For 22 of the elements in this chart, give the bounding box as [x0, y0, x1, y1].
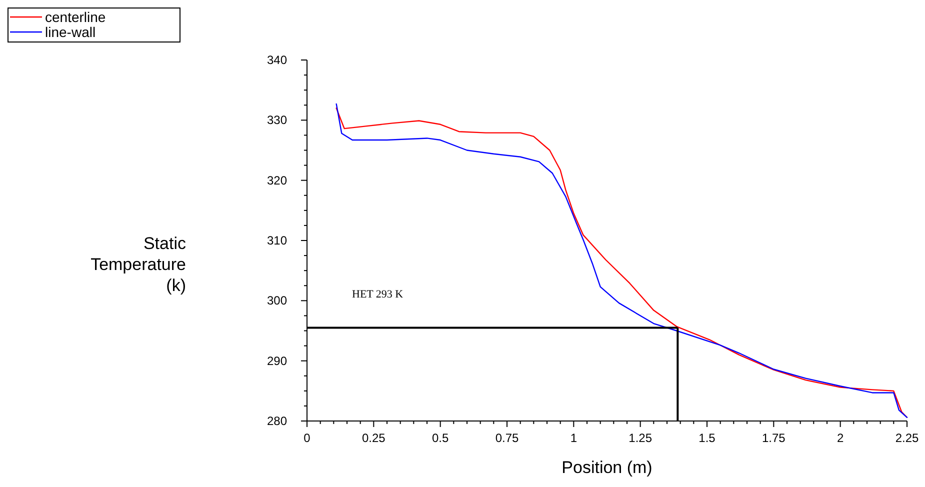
y-tick-label: 290: [266, 354, 288, 368]
y-axis-title: Static Temperature (k): [90, 234, 186, 295]
x-tick-label: 2.25: [895, 431, 919, 445]
y-tick-label: 280: [266, 414, 288, 428]
legend-label: centerline: [45, 9, 106, 25]
y-tick-label: 300: [266, 294, 288, 308]
x-tick-label: 2: [836, 431, 844, 445]
y-tick-label: 310: [266, 234, 288, 248]
x-tick-label: 0: [304, 431, 311, 445]
x-tick-label: 0.5: [432, 431, 449, 445]
y-tick-label: 340: [266, 53, 288, 67]
x-tick-label: 1.25: [628, 431, 652, 445]
x-tick-label: 1: [570, 431, 578, 445]
x-tick-label: 0.75: [495, 431, 519, 445]
annotation: HET 293 K: [352, 288, 404, 301]
x-tick-label: 1.5: [698, 431, 716, 445]
y-tick-label: 330: [266, 113, 288, 128]
legend-label: line-wall: [45, 24, 96, 40]
x-tick-label: 0.25: [362, 431, 386, 445]
x-tick-label: 1.75: [762, 431, 786, 445]
y-tick-label: 320: [266, 173, 288, 188]
x-axis-title: Position (m): [562, 458, 652, 477]
